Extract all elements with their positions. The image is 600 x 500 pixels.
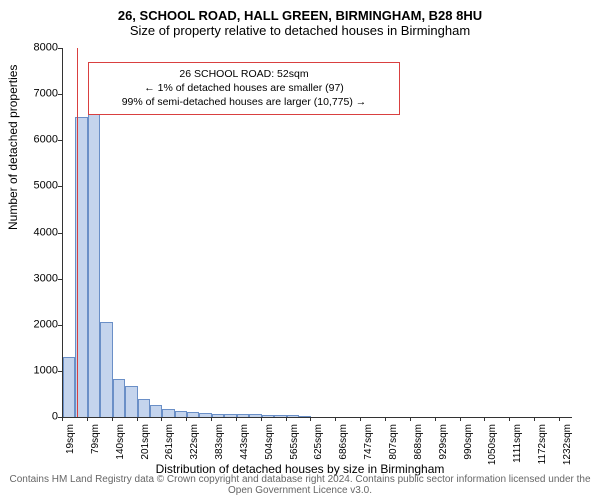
x-tick-mark <box>435 417 436 421</box>
y-tick-label: 7000 <box>30 89 58 100</box>
x-tick-label: 625sqm <box>313 424 324 460</box>
histogram-bar <box>162 409 175 417</box>
annotation-line1: 26 SCHOOL ROAD: 52sqm <box>95 67 393 81</box>
histogram-bar <box>138 399 150 417</box>
histogram-bar <box>100 322 112 417</box>
x-tick-mark <box>385 417 386 421</box>
histogram-bar <box>262 415 274 417</box>
histogram-bar <box>237 414 250 417</box>
y-tick-mark <box>58 233 62 234</box>
x-tick-mark <box>310 417 311 421</box>
x-tick-label: 565sqm <box>289 424 300 460</box>
x-tick-label: 868sqm <box>413 424 424 460</box>
x-tick-mark <box>261 417 262 421</box>
histogram-bar <box>88 113 101 417</box>
x-tick-label: 1172sqm <box>537 424 548 464</box>
x-tick-mark <box>360 417 361 421</box>
x-tick-label: 201sqm <box>140 424 151 460</box>
chart-subtitle: Size of property relative to detached ho… <box>0 23 600 42</box>
x-tick-mark <box>161 417 162 421</box>
x-tick-label: 1232sqm <box>562 424 573 465</box>
x-tick-mark <box>534 417 535 421</box>
y-tick-label: 4000 <box>30 227 58 238</box>
x-tick-mark <box>509 417 510 421</box>
histogram-bar <box>113 379 125 417</box>
x-tick-mark <box>211 417 212 421</box>
y-tick-mark <box>58 140 62 141</box>
x-tick-label: 929sqm <box>438 424 449 460</box>
x-tick-mark <box>236 417 237 421</box>
chart-title-address: 26, SCHOOL ROAD, HALL GREEN, BIRMINGHAM,… <box>0 0 600 23</box>
histogram-bar <box>212 414 224 417</box>
y-tick-mark <box>58 186 62 187</box>
x-tick-label: 19sqm <box>65 424 76 454</box>
histogram-bar <box>187 412 199 417</box>
x-tick-label: 990sqm <box>463 424 474 460</box>
y-tick-label: 1000 <box>30 365 58 376</box>
y-tick-mark <box>58 94 62 95</box>
y-tick-mark <box>58 325 62 326</box>
y-tick-label: 3000 <box>30 273 58 284</box>
y-tick-label: 0 <box>30 412 58 423</box>
x-tick-mark <box>87 417 88 421</box>
x-tick-label: 443sqm <box>239 424 250 460</box>
x-tick-label: 1111sqm <box>512 424 523 463</box>
x-tick-mark <box>559 417 560 421</box>
annotation-box: 26 SCHOOL ROAD: 52sqm← 1% of detached ho… <box>88 62 400 115</box>
x-tick-mark <box>484 417 485 421</box>
histogram-bar <box>63 357 75 417</box>
x-tick-label: 747sqm <box>363 424 374 460</box>
attribution-text: Contains HM Land Registry data © Crown c… <box>0 474 600 496</box>
histogram-bar <box>150 405 162 417</box>
y-tick-label: 6000 <box>30 135 58 146</box>
x-tick-label: 504sqm <box>264 424 275 460</box>
annotation-line2: ← 1% of detached houses are smaller (97) <box>95 81 393 95</box>
x-tick-label: 686sqm <box>338 424 349 460</box>
histogram-bar <box>125 386 138 417</box>
x-tick-mark <box>112 417 113 421</box>
x-tick-mark <box>460 417 461 421</box>
x-tick-label: 261sqm <box>164 424 175 460</box>
y-tick-label: 5000 <box>30 181 58 192</box>
x-tick-mark <box>186 417 187 421</box>
y-tick-label: 2000 <box>30 319 58 330</box>
x-tick-label: 807sqm <box>388 424 399 460</box>
annotation-line3: 99% of semi-detached houses are larger (… <box>95 95 393 109</box>
x-tick-mark <box>137 417 138 421</box>
x-tick-mark <box>62 417 63 421</box>
property-marker-line <box>77 48 78 417</box>
x-tick-mark <box>410 417 411 421</box>
y-tick-mark <box>58 279 62 280</box>
x-tick-label: 383sqm <box>214 424 225 460</box>
x-tick-label: 140sqm <box>115 424 126 460</box>
y-tick-mark <box>58 48 62 49</box>
x-tick-label: 79sqm <box>90 424 101 454</box>
histogram-bar <box>287 415 299 417</box>
y-tick-label: 8000 <box>30 43 58 54</box>
x-tick-label: 1050sqm <box>487 424 498 465</box>
x-tick-mark <box>335 417 336 421</box>
y-axis-label: Number of detached properties <box>6 65 20 230</box>
x-tick-label: 322sqm <box>189 424 200 460</box>
x-tick-mark <box>286 417 287 421</box>
y-tick-mark <box>58 371 62 372</box>
chart-container: 26, SCHOOL ROAD, HALL GREEN, BIRMINGHAM,… <box>0 0 600 500</box>
